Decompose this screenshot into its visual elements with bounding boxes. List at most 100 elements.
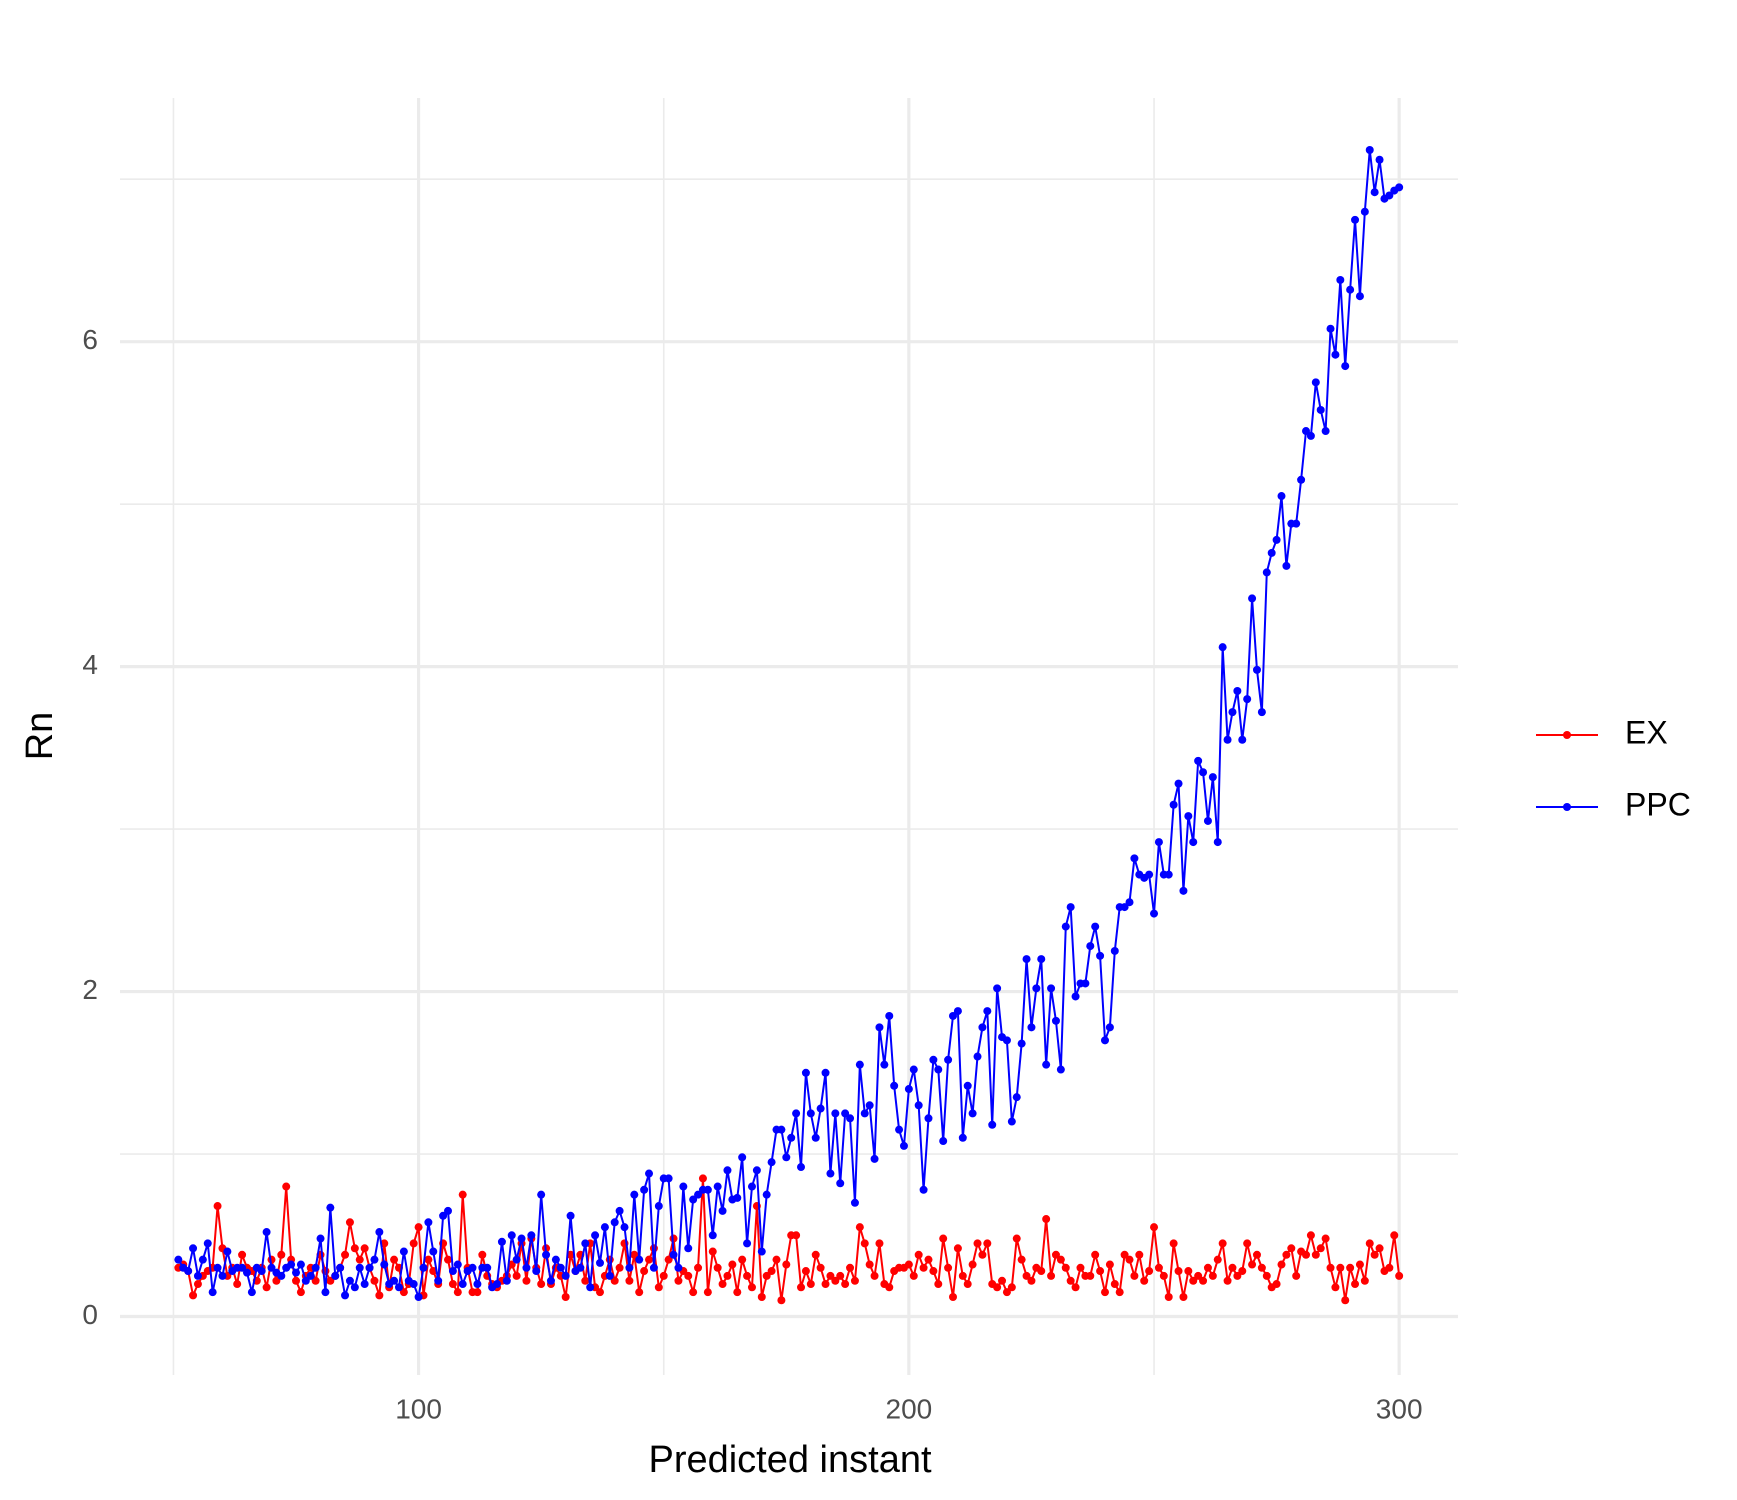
data-point [988, 1120, 997, 1129]
data-point [517, 1234, 526, 1243]
data-point [1267, 548, 1276, 557]
data-point [1243, 1239, 1252, 1248]
data-point [1272, 535, 1281, 544]
data-point [944, 1263, 953, 1272]
data-point [939, 1137, 948, 1146]
data-point [233, 1280, 242, 1289]
data-point [586, 1283, 595, 1292]
data-point [1012, 1093, 1021, 1102]
data-point [792, 1231, 801, 1240]
legend-marker [1563, 731, 1571, 739]
data-point [855, 1060, 864, 1069]
data-point [1194, 1271, 1203, 1280]
data-point [512, 1271, 521, 1280]
x-tick-label: 300 [1376, 1393, 1423, 1424]
data-point [605, 1271, 614, 1280]
data-point [1282, 1250, 1291, 1259]
data-point [1169, 1239, 1178, 1248]
data-point [625, 1276, 634, 1285]
data-point [738, 1255, 747, 1264]
data-point [983, 1239, 992, 1248]
data-point [850, 1198, 859, 1207]
data-point [189, 1244, 198, 1253]
x-axis-title: Predicted instant [648, 1439, 931, 1481]
data-point [649, 1263, 658, 1272]
data-point [537, 1190, 546, 1199]
data-point [238, 1263, 247, 1272]
data-point [1056, 1255, 1065, 1264]
data-point [895, 1125, 904, 1134]
data-point [566, 1211, 575, 1220]
data-point [1208, 1271, 1217, 1280]
data-point [816, 1104, 825, 1113]
data-point [360, 1244, 369, 1253]
data-point [806, 1280, 815, 1289]
data-point [860, 1109, 869, 1118]
data-point [1355, 292, 1364, 301]
data-point [507, 1231, 516, 1240]
data-point [689, 1195, 698, 1204]
data-point [708, 1247, 717, 1256]
data-point [885, 1283, 894, 1292]
data-point [262, 1283, 271, 1292]
y-axis-title: Rn [19, 712, 61, 761]
data-point [1365, 1239, 1374, 1248]
data-point [409, 1280, 418, 1289]
data-point [238, 1250, 247, 1259]
data-point [292, 1268, 301, 1277]
data-point [934, 1065, 943, 1074]
data-point [375, 1228, 384, 1237]
data-point [1125, 898, 1134, 907]
data-point [527, 1231, 536, 1240]
data-point [703, 1185, 712, 1194]
data-point [919, 1263, 928, 1272]
data-point [674, 1276, 683, 1285]
data-point [610, 1218, 619, 1227]
data-point [1385, 1263, 1394, 1272]
data-point [1336, 1263, 1345, 1272]
data-point [1252, 665, 1261, 674]
data-point [978, 1250, 987, 1259]
data-point [752, 1166, 761, 1175]
data-point [306, 1271, 315, 1280]
data-point [502, 1276, 511, 1285]
data-point [218, 1271, 227, 1280]
data-point [1047, 1271, 1056, 1280]
data-point [576, 1263, 585, 1272]
data-point [664, 1255, 673, 1264]
data-point [355, 1263, 364, 1272]
data-point [399, 1247, 408, 1256]
data-point [390, 1255, 399, 1264]
data-point [1115, 1288, 1124, 1297]
data-point [875, 1023, 884, 1032]
data-point [963, 1280, 972, 1289]
data-point [1184, 812, 1193, 821]
data-point [1341, 362, 1350, 371]
data-point [1100, 1288, 1109, 1297]
data-point [493, 1280, 502, 1289]
data-point [1071, 992, 1080, 1001]
data-point [1159, 1271, 1168, 1280]
data-point [949, 1011, 958, 1020]
data-point [537, 1280, 546, 1289]
data-point [1208, 773, 1217, 782]
data-point [909, 1065, 918, 1074]
data-point [1120, 903, 1129, 912]
data-point [360, 1280, 369, 1289]
data-point [801, 1267, 810, 1276]
data-point [1051, 1016, 1060, 1025]
data-point [1243, 695, 1252, 704]
data-point [208, 1288, 217, 1297]
data-point [1022, 1271, 1031, 1280]
data-point [365, 1263, 374, 1272]
data-point [414, 1223, 423, 1232]
data-point [301, 1276, 310, 1285]
data-point [674, 1263, 683, 1272]
data-point [1130, 854, 1139, 863]
data-point [414, 1293, 423, 1302]
data-point [743, 1271, 752, 1280]
data-point [1311, 1250, 1320, 1259]
data-point [1051, 1250, 1060, 1259]
data-point [924, 1255, 933, 1264]
data-point [444, 1206, 453, 1215]
